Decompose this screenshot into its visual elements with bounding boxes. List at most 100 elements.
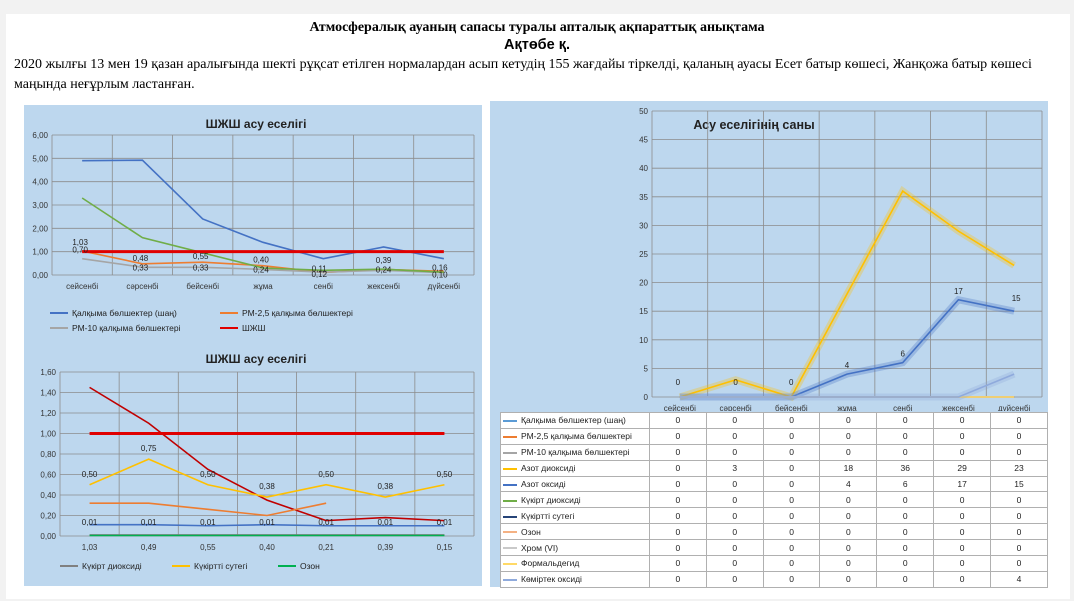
- y-tick-label: 1,20: [40, 409, 56, 418]
- data-label: 0,39: [376, 256, 392, 265]
- x-tick-label: 0,55: [200, 543, 216, 552]
- y-tick-label: 0,00: [40, 532, 56, 541]
- legend-label: Қалқыма бөлшектер (шаң): [521, 415, 626, 426]
- y-tick-label: 0,80: [40, 450, 56, 459]
- legend-label: РМ-2,5 қалқыма бөлшектері: [521, 431, 632, 442]
- x-tick-label: 0,15: [437, 543, 453, 552]
- x-tick-label: сейсенбі: [664, 404, 696, 411]
- table-cell: 0: [876, 427, 935, 445]
- y-tick-label: 3,00: [32, 201, 48, 210]
- table-cell: 0: [933, 491, 992, 509]
- data-label: 0,16: [432, 263, 448, 272]
- table-cell: 15: [990, 475, 1048, 493]
- x-tick-label: сәрсенбі: [720, 404, 752, 411]
- legend-swatch: [503, 467, 517, 470]
- data-label: 6: [900, 350, 905, 359]
- table-cell: 0: [762, 443, 821, 461]
- table-cell: 0: [705, 570, 764, 588]
- chart2-svg: ШЖШ асу еселігі 0,00 0,20 0,40 0,60 0,80 1,00 1…: [40, 352, 475, 571]
- data-label: 0,01: [437, 518, 453, 527]
- legend-label: РМ-10 қалқыма бөлшектері: [72, 323, 181, 333]
- table-cell: 0: [819, 539, 878, 557]
- table-cell: 0: [819, 570, 878, 588]
- table-cell: 0: [819, 555, 878, 572]
- table-row-label: Күкірт диоксиді: [500, 491, 650, 509]
- table-cell: 0: [819, 412, 878, 429]
- y-tick-label: 45: [639, 136, 648, 145]
- x-tick-label: жұма: [837, 404, 857, 411]
- chart-title: ШЖШ асу еселігі: [206, 352, 307, 366]
- x-tick-label: 0,40: [259, 543, 275, 552]
- x-tick-label: жұма: [253, 282, 273, 291]
- table-row: Хром (VI) 0 0 0 0 0 0 0: [500, 539, 1048, 557]
- table-cell: 0: [876, 412, 935, 429]
- chart-title: Асу еселігінің саны: [693, 118, 814, 132]
- x-tick-label: дүйсенбі: [428, 282, 461, 291]
- data-label: 0,01: [82, 518, 98, 527]
- table-cell: 0: [819, 507, 878, 525]
- chart1-svg: ШЖШ асу еселігі 0,00 1,00 2,00 3,00 4,00 5,00 6…: [32, 117, 475, 333]
- table-row: РМ-2,5 қалқыма бөлшектері 0 0 0 0 0 0 0: [500, 427, 1048, 445]
- summary-paragraph: 2020 жылғы 13 мен 19 қазан аралығында ше…: [14, 57, 1032, 92]
- table-cell: 17: [933, 475, 992, 493]
- table-cell: 0: [762, 412, 821, 429]
- table-row-label: Озон: [500, 523, 650, 541]
- legend-swatch: [503, 563, 517, 566]
- table-cell: 4: [819, 475, 878, 493]
- table-cell: 0: [762, 555, 821, 572]
- data-label: 0,38: [259, 482, 275, 491]
- table-cell: 0: [819, 427, 878, 445]
- data-label: 0: [733, 378, 738, 387]
- y-tick-label: 35: [639, 193, 648, 202]
- table-cell: 0: [705, 412, 764, 429]
- table-cell: 0: [990, 523, 1048, 541]
- table-cell: 0: [762, 570, 821, 588]
- table-cell: 0: [705, 555, 764, 572]
- y-tick-label: 40: [639, 164, 648, 173]
- table-cell: 3: [705, 459, 764, 477]
- table-cell: 0: [990, 555, 1048, 572]
- x-tick-label: сейсенбі: [66, 282, 98, 291]
- legend-label: Азот диоксиді: [521, 463, 576, 474]
- table-cell: 0: [990, 412, 1048, 429]
- table-row-label: Күкіртті сутегі: [500, 507, 650, 525]
- table-row: Күкірт диоксиді 0 0 0 0 0 0 0: [500, 491, 1048, 509]
- table-row: РМ-10 қалқыма бөлшектері 0 0 0 0 0 0 0: [500, 443, 1048, 461]
- table-row-label: Формальдегид: [500, 555, 650, 572]
- legend-label: РМ-2,5 қалқыма бөлшектері: [242, 308, 353, 318]
- y-tick-label: 0,20: [40, 512, 56, 521]
- table-row: Озон 0 0 0 0 0 0 0: [500, 523, 1048, 541]
- data-label: 17: [954, 287, 963, 296]
- y-tick-label: 15: [639, 307, 648, 316]
- x-tick-label: сәрсенбі: [126, 282, 158, 291]
- series-line: [89, 523, 445, 527]
- chart2-panel: ШЖШ асу еселігі 0,00 0,20 0,40 0,60 0,80 1,00 1…: [24, 342, 482, 586]
- legend-label: Озон: [521, 526, 541, 537]
- data-label: 4: [845, 361, 850, 370]
- legend-label: Қалқыма бөлшектер (шаң): [72, 308, 177, 318]
- x-tick-label: бейсенбі: [775, 404, 808, 411]
- table-cell: 0: [876, 491, 935, 509]
- table-cell: 4: [990, 570, 1048, 588]
- table-cell: 0: [762, 523, 821, 541]
- data-label: 0,24: [253, 265, 269, 274]
- legend-label: Формальдегид: [521, 558, 580, 569]
- table-cell: 6: [876, 475, 935, 493]
- table-row-label: Қалқыма бөлшектер (шаң): [500, 412, 650, 429]
- table-cell: 0: [648, 507, 707, 525]
- y-tick-label: 50: [639, 107, 648, 116]
- y-tick-label: 20: [639, 279, 648, 288]
- series-line: [81, 197, 444, 273]
- table-cell: 0: [876, 570, 935, 588]
- x-tick-label: сенбі: [893, 404, 912, 411]
- series-line: [89, 502, 327, 517]
- table-cell: 0: [648, 555, 707, 572]
- table-cell: 0: [648, 443, 707, 461]
- table-cell: 0: [705, 427, 764, 445]
- table-cell: 0: [648, 570, 707, 588]
- table-cell: 0: [648, 412, 707, 429]
- table-cell: 0: [762, 507, 821, 525]
- x-tick-label: жексенбі: [367, 282, 400, 291]
- x-tick-label: дүйсенбі: [998, 404, 1031, 411]
- table-row-label: РМ-10 қалқыма бөлшектері: [500, 443, 650, 461]
